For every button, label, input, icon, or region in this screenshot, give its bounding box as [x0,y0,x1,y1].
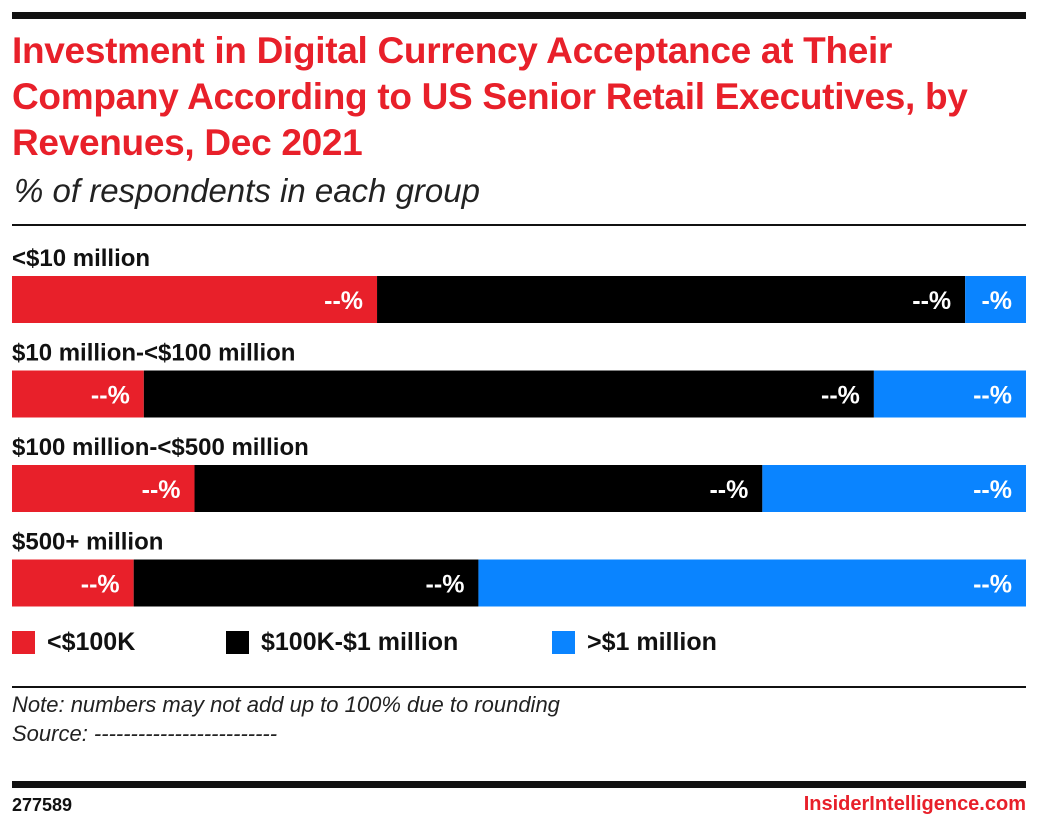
bar-segment [478,559,1026,607]
chart-subtitle: % of respondents in each group [14,172,480,209]
legend-label: >$1 million [587,628,717,656]
legend-item: <$100K [12,628,135,657]
bar-segment [965,276,1026,323]
brand-link[interactable]: InsiderIntelligence.com [803,793,1026,815]
chart-title: Investment in Digital Currency Acceptanc… [12,30,968,163]
bar-segment [762,465,1026,512]
bar-segment [12,559,134,607]
legend-item: >$1 million [552,628,717,657]
bar-segment [194,465,763,512]
chart-id: 277589 [12,795,73,815]
bar-segment [873,370,1026,418]
top-rule [12,12,1026,19]
note-divider [12,686,1026,688]
bar-value-label: -% [981,287,1012,315]
chart-note: Note: numbers may not add up to 100% due… [12,692,560,717]
category-label: $100 million-<$500 million [12,434,309,461]
bar-value-label: --% [912,287,951,315]
legend-item: $100K-$1 million [226,628,458,657]
bar-segment [12,276,378,323]
bar-value-label: --% [324,287,363,315]
bar-value-label: --% [709,476,748,504]
subtitle-divider [12,224,1026,226]
legend-label: <$100K [47,628,136,656]
bar-value-label: --% [91,382,130,410]
bar-value-label: --% [973,382,1012,410]
bar-value-label: --% [821,382,860,410]
stacked-bar-chart: <$10 million --% --% -% $10 million-<$100 mi… [12,245,1026,607]
category-label: <$10 million [12,245,150,272]
category-label: $500+ million [12,529,163,556]
legend-swatch [552,631,575,654]
chart-source: Source: ------------------------- [12,721,278,746]
bar-value-label: --% [142,476,181,504]
legend-label: $100K-$1 million [261,628,459,656]
category-label: $10 million-<$100 million [12,340,295,367]
bar-value-label: --% [973,571,1012,599]
bar-value-label: --% [426,571,465,599]
bar-segment [377,276,966,323]
legend-swatch [226,631,249,654]
legend-swatch [12,631,35,654]
bar-segment [12,465,195,512]
bar-segment [12,370,144,418]
bar-segment [133,559,479,607]
bar-value-label: --% [81,571,120,599]
bottom-rule [12,781,1026,788]
bar-value-label: --% [973,476,1012,504]
bar-segment [143,370,874,418]
